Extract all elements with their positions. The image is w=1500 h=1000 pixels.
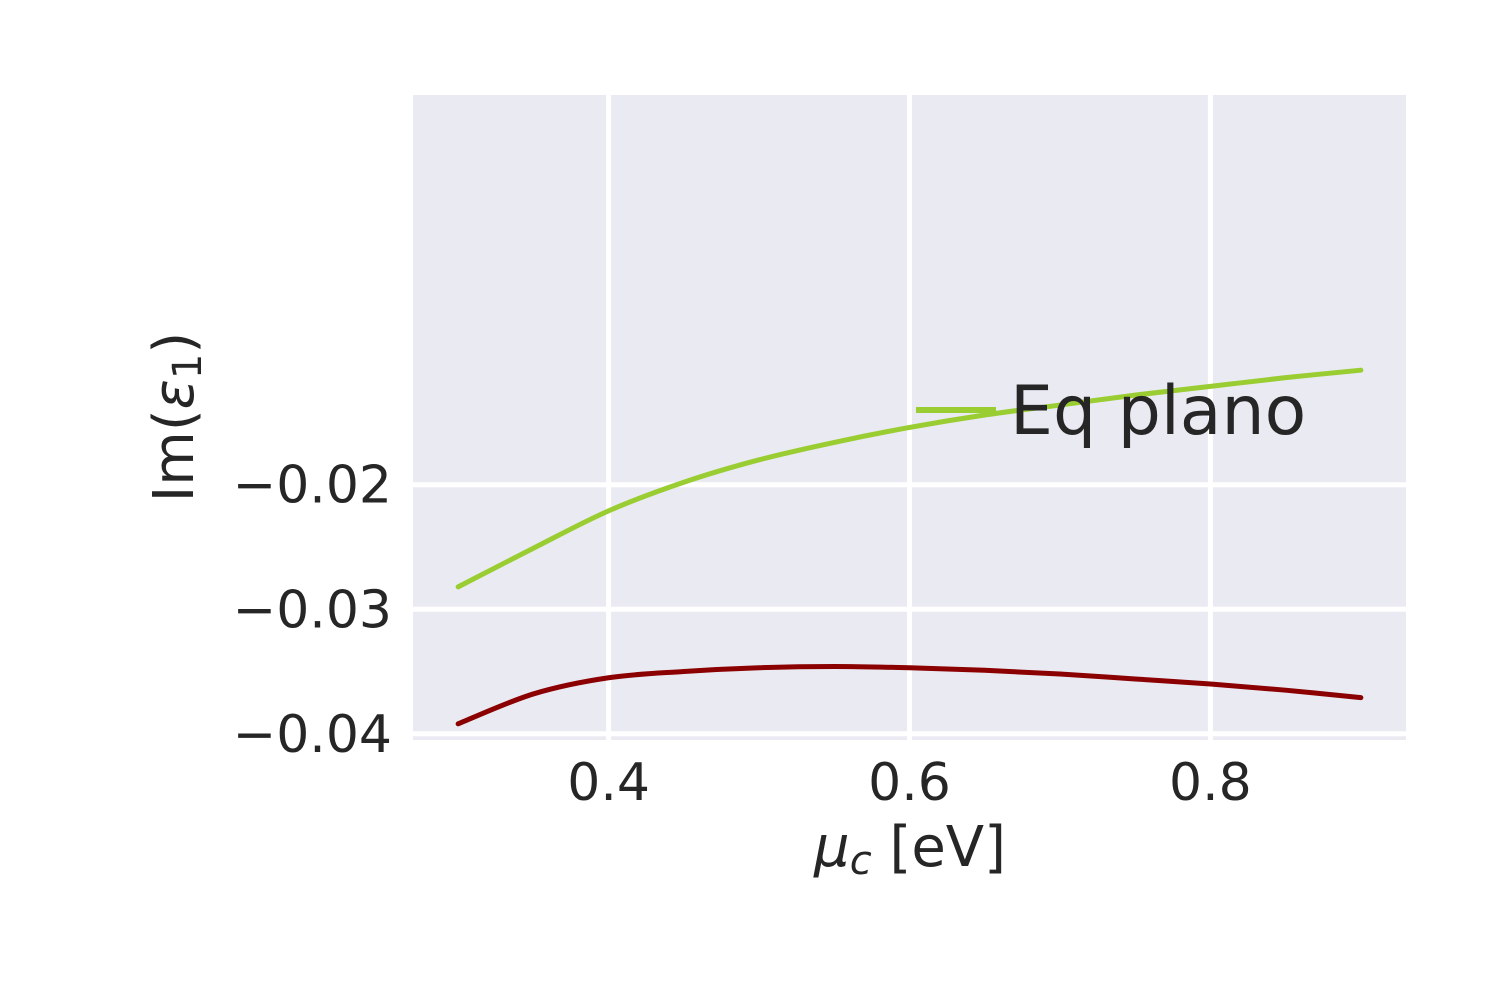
series-line-0 (455, 367, 1364, 590)
x-tick-labels: 0.4 0.6 0.8 (567, 753, 1252, 813)
y-axis-label: Im(ε1) (142, 332, 211, 503)
x-axis-label: μc [eV] (813, 815, 1006, 884)
x-tick-label: 0.8 (1169, 753, 1252, 813)
y-tick-label: −0.02 (233, 456, 392, 516)
y-tick-labels: −0.04 −0.03 −0.02 (233, 456, 392, 765)
x-tick-label: 0.4 (567, 753, 650, 813)
y-tick-label: −0.03 (233, 580, 392, 640)
grid (413, 95, 1406, 740)
x-tick-label: 0.6 (868, 753, 951, 813)
series-group (455, 367, 1364, 727)
legend-label: Eq plano (1010, 372, 1306, 451)
y-tick-label: −0.04 (233, 705, 392, 765)
series-line-1 (455, 664, 1364, 727)
legend: Eq plano (916, 372, 1306, 451)
